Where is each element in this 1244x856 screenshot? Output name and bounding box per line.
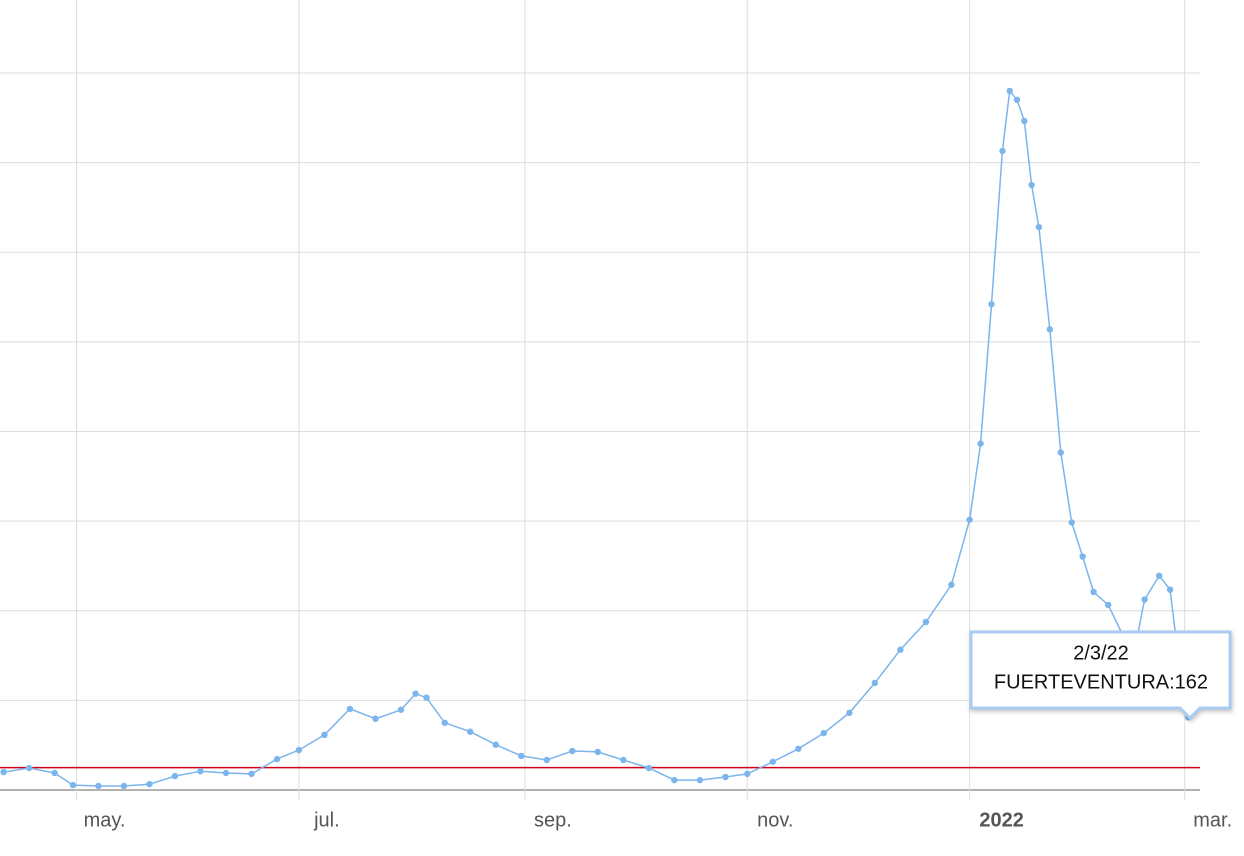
- point: [1141, 596, 1148, 603]
- point: [1013, 96, 1021, 104]
- point: [645, 764, 653, 772]
- x-tick-label: may.: [84, 809, 126, 831]
- tooltip: 2/3/22 FUERTEVENTURA:162: [969, 630, 1232, 721]
- point: [248, 770, 255, 778]
- point: [696, 776, 704, 784]
- point: [51, 769, 58, 777]
- point: [171, 772, 179, 780]
- point: [1028, 181, 1035, 189]
- point: [569, 747, 576, 755]
- point: [321, 731, 328, 739]
- tooltip-value: FUERTEVENTURA:162: [994, 671, 1208, 693]
- x-tick-label: mar.: [1193, 809, 1232, 831]
- point: [744, 770, 751, 778]
- point: [295, 746, 303, 754]
- point: [988, 301, 995, 308]
- point: [769, 758, 776, 765]
- point: [518, 752, 525, 760]
- point: [1035, 223, 1043, 231]
- point: [1068, 519, 1075, 526]
- line: [3, 89, 1190, 787]
- point: [1006, 87, 1013, 95]
- point: [948, 581, 955, 588]
- point: [1166, 586, 1174, 593]
- point: [441, 719, 448, 726]
- point: [25, 764, 33, 772]
- point: [197, 767, 204, 775]
- x-tick-label: 2022: [979, 809, 1024, 831]
- point: [69, 781, 77, 789]
- point: [897, 646, 904, 653]
- point: [977, 440, 984, 447]
- point: [922, 618, 930, 626]
- point: [146, 780, 153, 788]
- x-tick-label: sep.: [534, 809, 572, 831]
- point: [273, 755, 281, 763]
- point: [1021, 117, 1028, 125]
- point: [412, 690, 419, 697]
- point: [1090, 588, 1097, 596]
- tooltip-date: 2/3/22: [1073, 642, 1129, 664]
- point: [620, 756, 627, 764]
- point: [1155, 572, 1163, 579]
- point: [846, 709, 853, 717]
- point: [467, 728, 474, 735]
- point: [120, 782, 128, 790]
- point: [397, 706, 405, 713]
- point: [1046, 326, 1054, 333]
- point: [871, 679, 879, 687]
- point: [594, 748, 602, 756]
- point: [222, 769, 230, 777]
- tooltip-box: [969, 630, 1232, 721]
- point: [966, 516, 973, 523]
- point: [1057, 449, 1064, 456]
- point: [1079, 553, 1086, 560]
- point: [95, 782, 102, 790]
- point: [492, 741, 499, 748]
- point: [0, 768, 7, 776]
- point: [1104, 601, 1112, 609]
- point: [543, 756, 550, 764]
- point: [423, 694, 430, 701]
- point: [999, 147, 1006, 155]
- x-tick-label: nov.: [757, 809, 793, 831]
- point: [346, 705, 354, 713]
- point: [372, 715, 379, 722]
- point: [795, 745, 802, 752]
- x-tick-label: jul.: [313, 809, 340, 831]
- point: [820, 729, 828, 737]
- point: [671, 776, 678, 784]
- point: [722, 773, 729, 781]
